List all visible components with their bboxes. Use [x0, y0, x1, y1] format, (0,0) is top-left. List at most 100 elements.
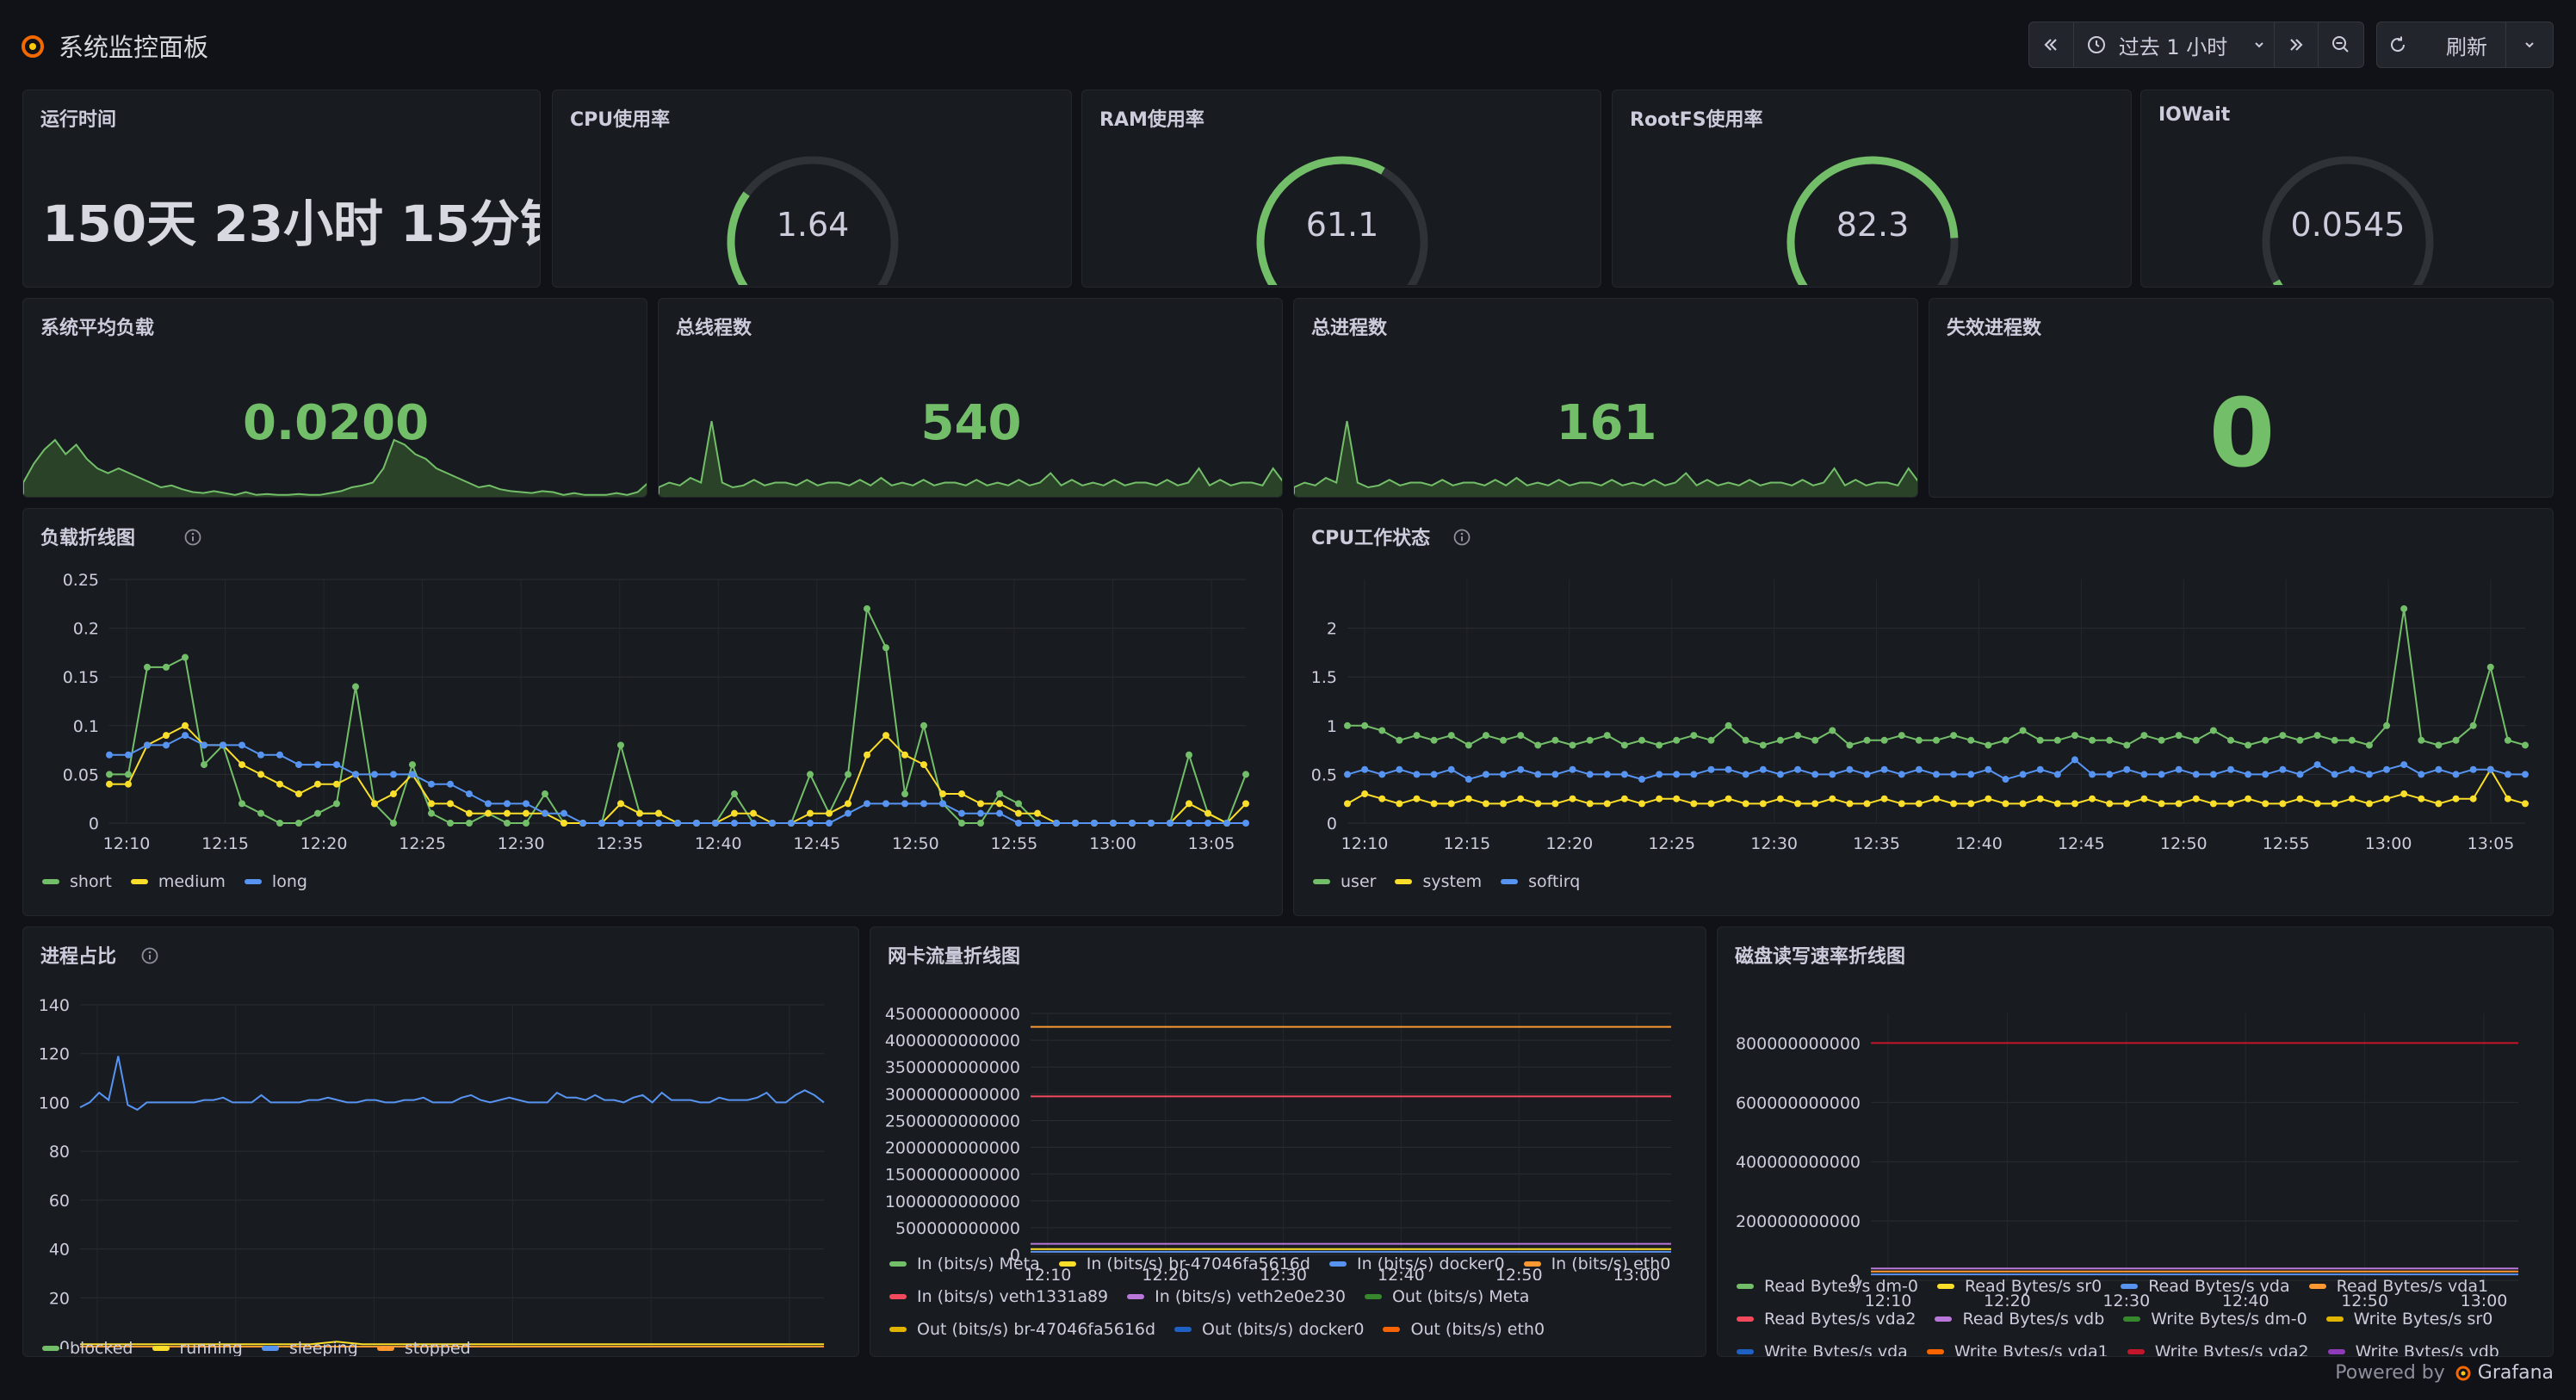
rootfs-usage-panel[interactable]: RootFS使用率 82.3	[1612, 90, 2132, 288]
legend-item[interactable]: Out (bits/s) br-47046fa5616d	[889, 1313, 1155, 1346]
cpu-state-panel[interactable]: CPU工作状态 0 0.5 1 1.5 2 12:10 12:15 12:20 12:25 12:…	[1293, 508, 2554, 916]
data-point	[238, 741, 245, 749]
gauge-fill	[1786, 156, 1959, 285]
data-point	[333, 780, 340, 788]
legend-item[interactable]: Write Bytes/s sr0	[2325, 1303, 2492, 1335]
data-point	[1950, 732, 1958, 740]
process-ratio-panel[interactable]: 进程占比 02040608010012014012:1012:2012:3012…	[22, 926, 859, 1357]
legend-item[interactable]: Read Bytes/s vdb	[1935, 1303, 2104, 1335]
data-point	[2192, 795, 2200, 802]
legend-item[interactable]: Write Bytes/s dm-0	[2123, 1303, 2307, 1335]
total-threads-panel[interactable]: 总线程数 540	[658, 298, 1283, 498]
legend-item[interactable]: In (bits/s) veth1331a89	[889, 1280, 1108, 1313]
legend-item[interactable]: Write Bytes/s vda	[1737, 1335, 1908, 1356]
legend-item[interactable]: stopped	[376, 1332, 471, 1357]
legend-label: stopped	[404, 1339, 471, 1357]
legend-item[interactable]: system	[1395, 865, 1482, 898]
legend-item[interactable]: Out (bits/s) Meta	[1364, 1280, 1529, 1313]
legend-item[interactable]: In (bits/s) br-47046fa5616d	[1058, 1248, 1310, 1280]
legend-item[interactable]: long	[244, 865, 307, 898]
disk-rw-panel[interactable]: 磁盘读写速率折线图 0 200000000000 400000000000 60000…	[1717, 926, 2554, 1357]
iowait-panel[interactable]: IOWait 0.0545	[2140, 90, 2554, 288]
data-point	[2262, 736, 2269, 744]
data-point	[2279, 800, 2287, 808]
legend-item[interactable]: In (bits/s) Meta	[889, 1248, 1040, 1280]
legend-item[interactable]: Write Bytes/s vda1	[1926, 1335, 2108, 1356]
cpu-usage-panel[interactable]: CPU使用率 1.64	[552, 90, 1072, 288]
data-point	[1015, 800, 1022, 808]
load-line-panel[interactable]: 负载折线图 0 0.05 0.1 0.15 0.2 0.25 12:10 12:15 12:20…	[22, 508, 1283, 916]
legend-item[interactable]: Out (bits/s) eth0	[1383, 1313, 1545, 1346]
legend-item[interactable]: softirq	[1501, 865, 1580, 898]
data-point	[2469, 765, 2477, 773]
uptime-panel[interactable]: 运行时间 150天 23小时 15分钟	[22, 90, 541, 288]
data-point	[2192, 736, 2200, 744]
zoom-out-button[interactable]	[2319, 22, 2363, 67]
data-point	[2522, 800, 2529, 808]
time-range-picker[interactable]: 过去 1 小时	[2074, 22, 2275, 67]
threads-sparkline	[659, 420, 1282, 497]
data-point	[1430, 736, 1438, 744]
data-point	[106, 751, 113, 759]
x-tick-label: 12:50	[2160, 834, 2208, 853]
x-tick-label: 12:50	[892, 834, 939, 853]
data-point	[295, 790, 302, 798]
panel-title: RootFS使用率	[1630, 109, 1763, 131]
dashboard-title[interactable]: 系统监控面板	[59, 33, 209, 62]
legend-swatch	[1935, 1316, 1953, 1322]
data-point	[2123, 800, 2131, 808]
total-processes-panel[interactable]: 总进程数 161	[1293, 298, 1918, 498]
legend-item[interactable]: Read Bytes/s dm-0	[1737, 1270, 1918, 1303]
data-point	[371, 771, 378, 778]
legend-item[interactable]: running	[152, 1332, 243, 1356]
y-tick-label: 40	[49, 1241, 70, 1260]
time-shift-back-button[interactable]	[2029, 22, 2074, 67]
data-point	[2469, 722, 2477, 729]
legend-item[interactable]: sleeping	[261, 1332, 358, 1356]
data-point	[2209, 727, 2217, 734]
data-point	[2175, 800, 2183, 808]
legend-item[interactable]: Out (bits/s) docker0	[1174, 1313, 1364, 1346]
data-point	[1500, 800, 1508, 808]
gauge-fill	[727, 191, 750, 285]
refresh-button[interactable]: 刷新	[2377, 22, 2506, 67]
data-point	[1015, 820, 1022, 827]
data-point	[2452, 795, 2460, 802]
network-traffic-panel[interactable]: 网卡流量折线图 0 500000000000 1000000000000 150000…	[870, 926, 1706, 1357]
legend-item[interactable]: In (bits/s) veth2e0e230	[1127, 1280, 1346, 1313]
legend-item[interactable]: Read Bytes/s vda1	[2308, 1270, 2488, 1303]
data-point	[731, 809, 738, 817]
legend-item[interactable]: medium	[130, 865, 226, 898]
x-tick-label: 12:40	[2222, 1292, 2269, 1310]
legend-item[interactable]: blocked	[42, 1332, 133, 1356]
data-point	[163, 741, 170, 749]
info-icon[interactable]	[140, 946, 159, 965]
legend-item[interactable]: Write Bytes/s vda2	[2127, 1335, 2309, 1356]
refresh-interval-dropdown[interactable]	[2506, 22, 2553, 67]
time-shift-forward-button[interactable]	[2275, 22, 2319, 67]
data-point	[1863, 800, 1871, 808]
panel-title: RAM使用率	[1099, 109, 1204, 131]
data-point	[163, 663, 170, 671]
legend-item[interactable]: Read Bytes/s vda2	[1737, 1303, 1916, 1335]
legend-item[interactable]: In (bits/s) docker0	[1328, 1248, 1505, 1280]
legend-item[interactable]: short	[42, 865, 112, 898]
info-icon[interactable]	[183, 528, 202, 547]
legend-item[interactable]: Read Bytes/s sr0	[1936, 1270, 2102, 1303]
legend-label: In (bits/s) veth2e0e230	[1155, 1287, 1346, 1306]
data-point	[1569, 795, 1576, 802]
legend-item[interactable]: user	[1313, 865, 1376, 898]
zombie-processes-panel[interactable]: 失效进程数 0	[1929, 298, 2554, 498]
legend-item[interactable]: In (bits/s) eth0	[1523, 1248, 1670, 1280]
data-point	[2002, 736, 2009, 744]
series-line-running	[80, 1341, 824, 1346]
system-load-panel[interactable]: 系统平均负载 0.0200	[22, 298, 647, 498]
data-point	[1586, 771, 1594, 778]
legend-item[interactable]: Write Bytes/s vdb	[2327, 1335, 2499, 1356]
legend-item[interactable]: Read Bytes/s vda	[2121, 1270, 2290, 1303]
x-tick-label: 12:35	[1853, 834, 1900, 853]
data-point	[1586, 800, 1594, 808]
ram-usage-panel[interactable]: RAM使用率 61.1	[1081, 90, 1601, 288]
info-icon[interactable]	[1452, 528, 1471, 547]
series-line-long	[109, 734, 1246, 824]
